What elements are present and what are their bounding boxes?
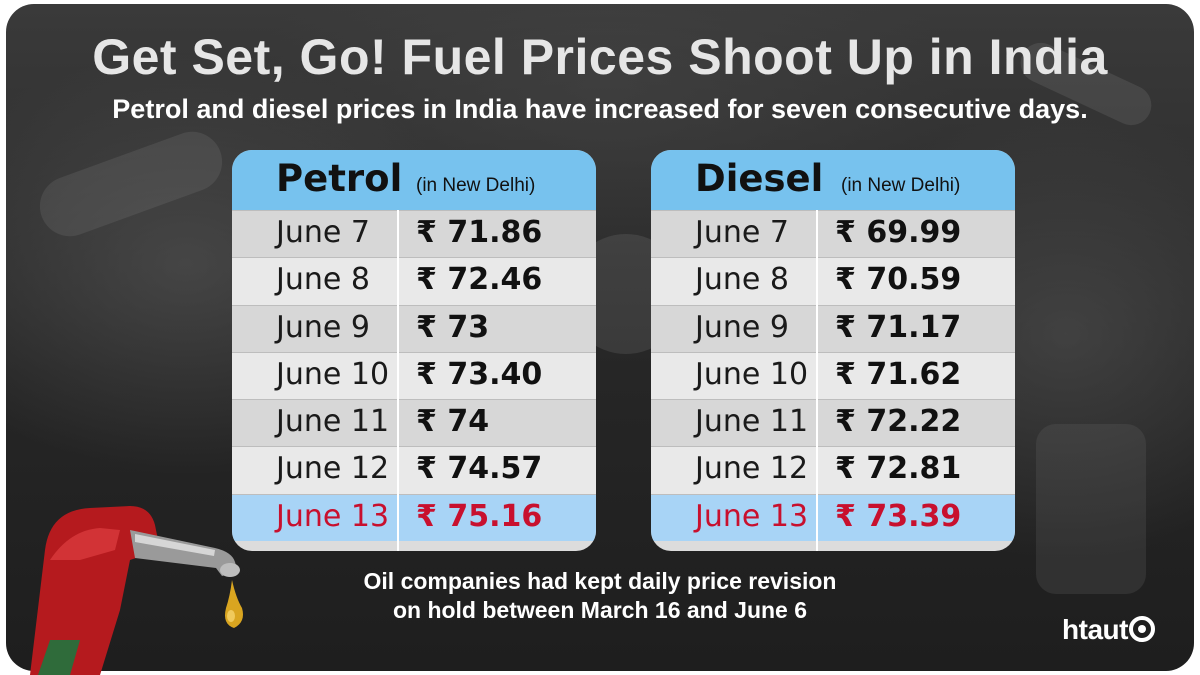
footnote: Oil companies had kept daily price revis…: [300, 567, 900, 625]
petrol-location: (in New Delhi): [416, 175, 536, 196]
price-cell: ₹ 73: [416, 309, 490, 345]
price-cell: ₹ 69.99: [835, 215, 962, 250]
table-row: June 8 ₹ 70.59: [651, 257, 1015, 305]
price-cell: ₹ 74: [416, 404, 490, 440]
column-divider: [816, 210, 818, 551]
date-cell: June 7: [276, 215, 370, 250]
date-cell: June 9: [695, 309, 789, 345]
column-divider: [397, 210, 399, 551]
table-row: June 7 ₹ 69.99: [651, 210, 1015, 258]
wheel-icon: [1128, 616, 1155, 642]
price-cell: ₹ 73.39: [835, 498, 962, 534]
price-cell: ₹ 75.16: [416, 498, 543, 534]
date-cell: June 10: [695, 356, 809, 392]
petrol-price-table: Petrol (in New Delhi) June 7 ₹ 71.86 Jun…: [232, 150, 596, 551]
table-row: June 8 ₹ 72.46: [232, 257, 596, 305]
date-cell: June 11: [276, 404, 390, 440]
table-row: June 12 ₹ 74.57: [232, 446, 596, 494]
htauto-logo: htaut: [1062, 614, 1178, 648]
price-cell: ₹ 74.57: [416, 451, 543, 487]
background-shape: [31, 123, 231, 245]
price-cell: ₹ 70.59: [835, 262, 962, 298]
table-row: June 10 ₹ 73.40: [232, 351, 596, 400]
price-cell: ₹ 73.40: [416, 356, 543, 392]
diesel-price-table: Diesel (in New Delhi) June 7 ₹ 69.99 Jun…: [651, 150, 1015, 551]
table-row: June 9 ₹ 73: [232, 304, 596, 352]
table-row-highlighted: June 13 ₹ 75.16: [232, 493, 596, 542]
date-cell: June 13: [695, 498, 809, 534]
date-cell: June 8: [695, 262, 789, 298]
footnote-line: Oil companies had kept daily price revis…: [363, 568, 837, 594]
logo-text-ht: ht: [1062, 614, 1088, 645]
date-cell: June 11: [695, 404, 809, 440]
price-cell: ₹ 71.17: [835, 309, 962, 345]
date-cell: June 13: [276, 498, 390, 534]
page-title: Get Set, Go! Fuel Prices Shoot Up in Ind…: [92, 29, 1108, 85]
diesel-label: Diesel: [695, 157, 824, 200]
table-row-highlighted: June 13 ₹ 73.39: [651, 493, 1015, 542]
table-row: June 7 ₹ 71.86: [232, 210, 596, 258]
diesel-table-header: Diesel (in New Delhi): [651, 150, 1015, 210]
date-cell: June 7: [695, 215, 789, 250]
table-row: June 12 ₹ 72.81: [651, 446, 1015, 494]
table-row: June 10 ₹ 71.62: [651, 351, 1015, 400]
logo-text-auto: aut: [1087, 614, 1128, 645]
price-cell: ₹ 72.46: [416, 262, 543, 298]
price-cell: ₹ 71.62: [835, 356, 962, 392]
footnote-line: on hold between March 16 and June 6: [392, 597, 808, 623]
price-cell: ₹ 72.81: [835, 451, 962, 487]
petrol-label: Petrol: [276, 157, 403, 200]
table-row: June 11 ₹ 72.22: [651, 399, 1015, 447]
petrol-table-header: Petrol (in New Delhi): [232, 150, 596, 210]
date-cell: June 8: [276, 262, 370, 298]
background-shape: [1036, 424, 1146, 594]
table-row: June 11 ₹ 74: [232, 399, 596, 447]
price-cell: ₹ 72.22: [835, 404, 962, 440]
date-cell: June 10: [276, 356, 390, 392]
price-cell: ₹ 71.86: [416, 215, 543, 250]
date-cell: June 9: [276, 309, 370, 345]
diesel-location: (in New Delhi): [841, 175, 961, 196]
table-row: June 9 ₹ 71.17: [651, 304, 1015, 352]
fuel-nozzle-icon: [30, 506, 243, 675]
page-subtitle: Petrol and diesel prices in India have i…: [112, 94, 1088, 124]
date-cell: June 12: [276, 451, 390, 487]
date-cell: June 12: [695, 451, 809, 487]
